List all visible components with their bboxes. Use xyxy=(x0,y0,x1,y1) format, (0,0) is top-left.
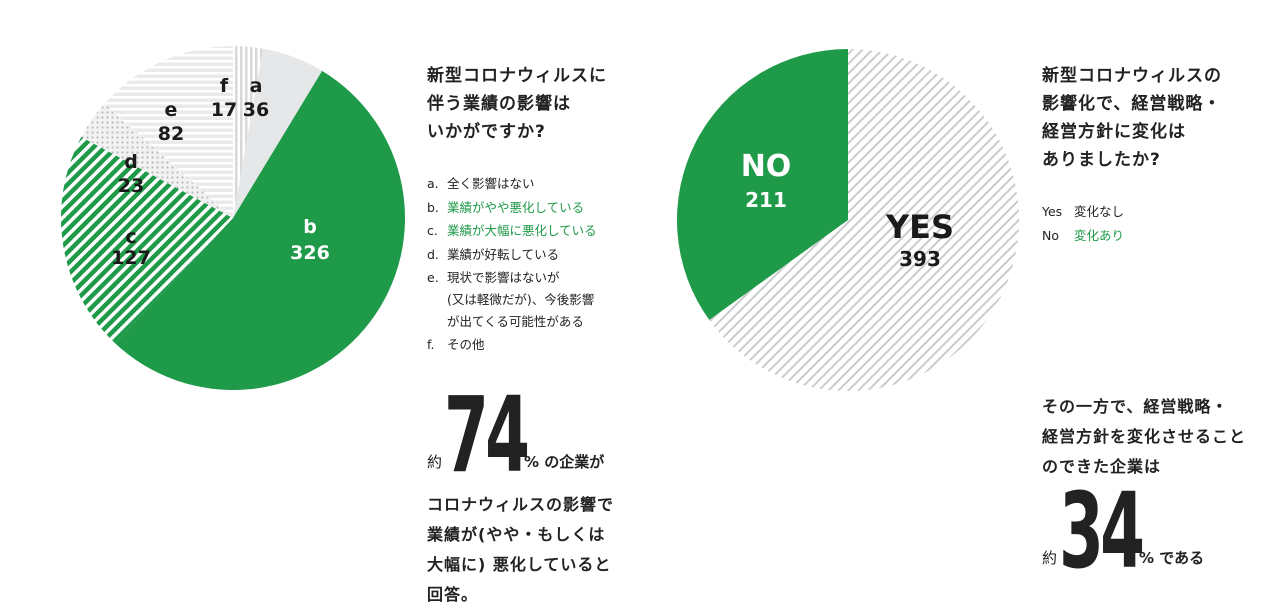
slice-value-b: 326 xyxy=(290,242,330,264)
slice-label-c: c xyxy=(125,226,136,248)
pie-slice-no xyxy=(677,49,848,320)
slice-value-f: 17 xyxy=(211,99,237,121)
left-stat-description: コロナウィルスの影響で 業績が(やや・もしくは 大幅に) 悪化していると 回答。 xyxy=(427,495,615,604)
right-stat-intro: その一方で、経営戦略・ 経営方針を変化させること のできた企業は xyxy=(1042,397,1247,476)
left-stat-value: 74 xyxy=(444,374,530,496)
right-question: 新型コロナウィルスの 影響化で、経営戦略・ 経営方針に変化は ありましたか? xyxy=(1042,66,1222,170)
right-stat-value: 34 xyxy=(1059,470,1145,592)
slice-value-a: 36 xyxy=(243,99,269,121)
slice-value-d: 23 xyxy=(118,175,144,197)
option-f: f. その他 xyxy=(427,337,485,352)
left-options: a. 全く影響はない b. 業績がやや悪化している c. 業績が大幅に悪化している d… xyxy=(427,172,597,357)
option-b: b. 業績がやや悪化している xyxy=(427,199,585,215)
left-question: 新型コロナウィルスに 伴う業績の影響は いかがですか? xyxy=(427,66,607,142)
left-stat-suffix: % の企業が xyxy=(524,453,605,471)
slice-value-no: 211 xyxy=(745,188,787,212)
slice-label-f: f xyxy=(220,75,229,97)
slice-label-no: NO xyxy=(741,149,792,184)
legend-yes: Yes 変化なし xyxy=(1042,204,1125,219)
slice-label-b: b xyxy=(303,216,317,238)
option-d: d. 業績が好転している xyxy=(427,246,560,262)
pie-slice-a xyxy=(233,48,323,218)
option-a: a. 全く影響はない xyxy=(427,176,535,191)
slice-value-c: 127 xyxy=(111,247,151,269)
right-stat: 約 34 % である xyxy=(1042,470,1205,592)
slice-label-yes: YES xyxy=(885,208,954,246)
legend-no: No 変化あり xyxy=(1042,227,1125,243)
pie-slice-c xyxy=(61,136,233,344)
option-c: c. 業績が大幅に悪化している xyxy=(427,223,597,238)
pie-slice-b xyxy=(115,70,406,391)
left-stat: 約 74 % の企業が xyxy=(427,374,605,496)
pie-slice-yes xyxy=(709,49,1019,391)
right-stat-prefix: 約 xyxy=(1042,549,1058,567)
right-legend: Yes 変化なし No 変化あり xyxy=(1042,200,1124,247)
slice-value-e: 82 xyxy=(158,123,184,145)
slice-label-e: e xyxy=(165,99,178,121)
slice-label-a: a xyxy=(250,75,263,97)
left-stat-prefix: 約 xyxy=(427,453,443,471)
pie-slice-d xyxy=(81,103,233,218)
pie-slice-e xyxy=(104,46,234,219)
slice-label-d: d xyxy=(124,151,138,173)
right-stat-suffix: % である xyxy=(1139,549,1205,567)
slice-value-yes: 393 xyxy=(899,247,941,271)
option-e: e. 現状で影響はないが (又は軽微だが)、今後影響 が出てくる可能性がある xyxy=(427,270,595,329)
pie-slice-f xyxy=(232,46,263,218)
